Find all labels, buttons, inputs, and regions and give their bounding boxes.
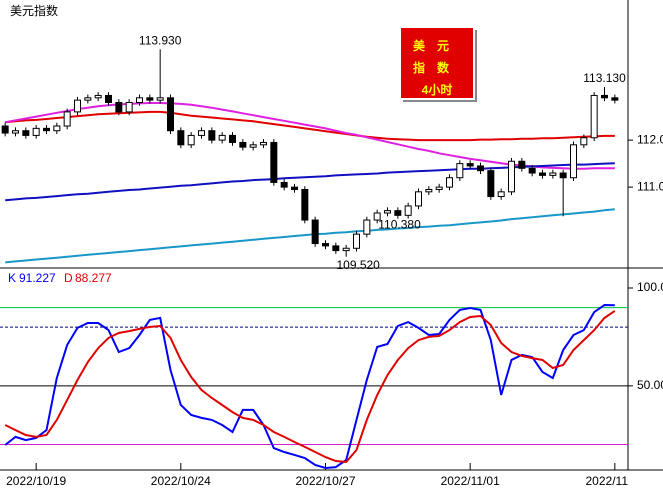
candle-body bbox=[415, 191, 422, 207]
candle-body bbox=[32, 127, 40, 136]
candle-body bbox=[53, 125, 61, 132]
price-annotation: 113.130 bbox=[583, 71, 626, 85]
candle-body bbox=[559, 172, 567, 179]
candle-body bbox=[456, 163, 464, 179]
candle-body bbox=[146, 97, 154, 101]
candle-body bbox=[549, 172, 557, 176]
candle-body bbox=[239, 141, 247, 148]
y-tick-label: 100.000 bbox=[637, 280, 663, 294]
candle-body bbox=[435, 186, 443, 190]
chart-title: 美元指数 bbox=[10, 3, 58, 18]
badge-text: 4小时 bbox=[422, 82, 453, 97]
candle-body bbox=[1, 125, 9, 134]
candle-body bbox=[497, 191, 505, 198]
y-tick-label: 111.000 bbox=[637, 179, 663, 193]
candle-body bbox=[105, 94, 112, 103]
candle-body bbox=[301, 188, 309, 221]
candle-body bbox=[373, 212, 381, 221]
candle-body bbox=[611, 97, 619, 101]
candle-body bbox=[136, 97, 143, 103]
y-tick-label: 112.000 bbox=[637, 132, 663, 146]
legend-name: D bbox=[64, 271, 73, 285]
x-tick-label: 2022/11/01 bbox=[441, 474, 500, 488]
candle-body bbox=[84, 97, 92, 101]
moving-average bbox=[5, 110, 615, 142]
candle-body bbox=[311, 219, 319, 245]
candle-body bbox=[342, 247, 350, 252]
candle-body bbox=[590, 94, 598, 139]
candle-body bbox=[446, 177, 453, 188]
candle-body bbox=[539, 172, 546, 176]
candle-body bbox=[12, 130, 19, 134]
candle-body bbox=[156, 97, 164, 101]
x-tick-label: 2022/11 bbox=[586, 474, 629, 488]
candle-body bbox=[528, 167, 536, 174]
candle-body bbox=[208, 130, 216, 141]
moving-average bbox=[5, 208, 615, 264]
price-annotation: 110.380 bbox=[378, 217, 421, 231]
badge-text: 指数 bbox=[413, 60, 461, 75]
legend-value: 91.227 bbox=[19, 271, 56, 285]
candle-body bbox=[508, 160, 515, 193]
badge-box bbox=[399, 26, 475, 100]
candle-body bbox=[425, 188, 433, 193]
candle-body bbox=[404, 205, 412, 216]
candle-body bbox=[322, 243, 329, 247]
x-tick-label: 2022/10/27 bbox=[295, 474, 355, 488]
candle-body bbox=[353, 233, 360, 249]
candle-body bbox=[260, 141, 267, 146]
indicator-line bbox=[4, 310, 616, 464]
candle-body bbox=[270, 141, 278, 183]
price-annotation: 109.520 bbox=[336, 258, 380, 272]
x-tick-label: 2022/10/19 bbox=[6, 474, 66, 488]
candle-body bbox=[249, 144, 257, 148]
candle-body bbox=[218, 134, 226, 141]
candle-body bbox=[291, 186, 298, 190]
candle-body bbox=[601, 94, 608, 99]
candle-body bbox=[229, 134, 236, 143]
candle-body bbox=[580, 137, 588, 146]
candle-body bbox=[394, 210, 402, 216]
badge-text: 美元 bbox=[413, 38, 461, 53]
candle-body bbox=[280, 181, 288, 188]
candle-body bbox=[94, 94, 102, 99]
candle-body bbox=[198, 130, 205, 136]
legend-value: 88.277 bbox=[75, 271, 112, 285]
y-tick-label: 50.000 bbox=[637, 378, 663, 392]
candle-body bbox=[518, 160, 526, 169]
candle-body bbox=[115, 101, 123, 113]
candle-body bbox=[477, 165, 484, 172]
candle-body bbox=[22, 130, 30, 136]
candle-body bbox=[167, 97, 174, 132]
legend-name: K bbox=[8, 271, 16, 285]
indicator-line bbox=[4, 303, 615, 470]
x-tick-label: 2022/10/24 bbox=[151, 474, 211, 488]
badge: 美元指数 4小时 bbox=[399, 26, 477, 102]
candle-body bbox=[125, 101, 133, 113]
candle-body bbox=[74, 99, 81, 113]
candle-body bbox=[63, 111, 71, 127]
candle-body bbox=[177, 130, 185, 146]
candle-body bbox=[487, 170, 495, 198]
candle-body bbox=[363, 219, 371, 235]
candle-body bbox=[384, 210, 391, 214]
candle-body bbox=[332, 245, 340, 252]
candle-body bbox=[43, 127, 50, 132]
candle-body bbox=[570, 144, 577, 179]
candle-body bbox=[466, 163, 474, 167]
candle-body bbox=[187, 134, 195, 146]
price-annotation: 113.930 bbox=[139, 34, 182, 48]
